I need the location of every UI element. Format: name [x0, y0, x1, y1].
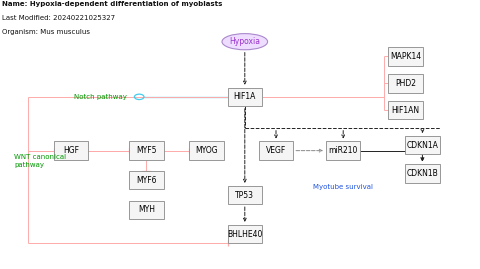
Text: HIF1AN: HIF1AN — [392, 106, 420, 115]
FancyBboxPatch shape — [326, 141, 360, 160]
Text: miR210: miR210 — [328, 146, 358, 155]
FancyBboxPatch shape — [388, 101, 423, 119]
Text: VEGF: VEGF — [266, 146, 286, 155]
Text: Hypoxia: Hypoxia — [229, 37, 260, 46]
FancyBboxPatch shape — [228, 88, 262, 106]
Text: Notch pathway: Notch pathway — [74, 94, 127, 100]
FancyBboxPatch shape — [259, 141, 293, 160]
Text: Name: Hypoxia-dependent differentiation of myoblasts: Name: Hypoxia-dependent differentiation … — [2, 1, 223, 7]
FancyBboxPatch shape — [129, 141, 164, 160]
FancyBboxPatch shape — [405, 136, 440, 154]
FancyBboxPatch shape — [54, 141, 88, 160]
Text: TP53: TP53 — [235, 190, 254, 200]
Text: CDKN1A: CDKN1A — [407, 141, 438, 150]
Text: BHLHE40: BHLHE40 — [227, 229, 263, 239]
FancyBboxPatch shape — [189, 141, 224, 160]
Text: CDKN1B: CDKN1B — [407, 169, 438, 178]
FancyBboxPatch shape — [405, 164, 440, 183]
FancyBboxPatch shape — [228, 186, 262, 204]
Text: MYOG: MYOG — [195, 146, 218, 155]
Text: MYH: MYH — [138, 205, 155, 214]
Text: HIF1A: HIF1A — [234, 92, 256, 101]
Ellipse shape — [222, 34, 268, 50]
Text: Organism: Mus musculus: Organism: Mus musculus — [2, 29, 90, 35]
Text: WNT canonical
pathway: WNT canonical pathway — [14, 154, 67, 168]
FancyBboxPatch shape — [388, 47, 423, 66]
FancyBboxPatch shape — [129, 201, 164, 219]
FancyBboxPatch shape — [388, 74, 423, 93]
Text: MYF6: MYF6 — [136, 176, 156, 185]
FancyBboxPatch shape — [129, 171, 164, 189]
Text: HGF: HGF — [63, 146, 79, 155]
Text: PHD2: PHD2 — [395, 79, 416, 88]
Text: MAPK14: MAPK14 — [390, 52, 421, 61]
FancyBboxPatch shape — [228, 225, 262, 243]
Text: Myotube survival: Myotube survival — [313, 184, 373, 190]
Text: MYF5: MYF5 — [136, 146, 156, 155]
Text: Last Modified: 20240221025327: Last Modified: 20240221025327 — [2, 15, 116, 21]
